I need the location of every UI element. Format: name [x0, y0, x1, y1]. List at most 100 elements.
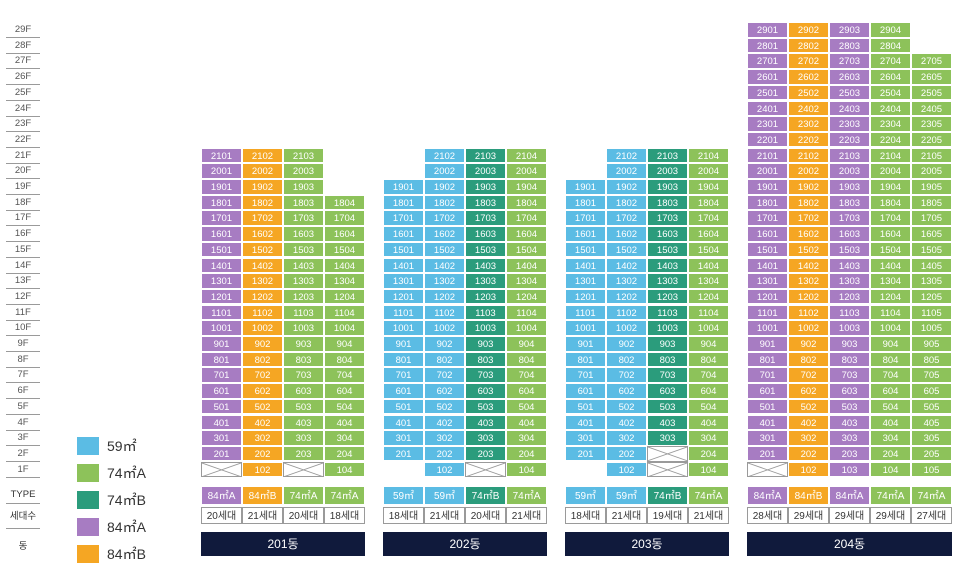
unit-cell: 403 [829, 414, 870, 431]
unit-cell: 1001 [201, 320, 242, 336]
legend-swatch [77, 491, 99, 509]
unit-cell: 1004 [688, 320, 729, 336]
unit-cell: 1603 [283, 226, 324, 242]
empty-unit-cell [747, 461, 788, 478]
unit-cell: 104 [324, 461, 365, 478]
unit-cell: 2105 [911, 147, 952, 164]
unit-cell: 204 [324, 445, 365, 462]
unit-cell: 501 [747, 398, 788, 415]
unit-cell: 901 [383, 336, 424, 352]
legend-label: 74㎡A [107, 465, 146, 481]
floor-label: 22F [6, 132, 40, 148]
unit-cell: 2103 [647, 147, 688, 164]
unit-cell: 2401 [747, 100, 788, 117]
legend-swatch [77, 464, 99, 482]
unit-cell: 1203 [647, 288, 688, 305]
unit-cell: 604 [870, 383, 911, 399]
unit-cell: 802 [788, 351, 829, 368]
unit-cell: 804 [870, 351, 911, 368]
unit-cell: 2603 [829, 69, 870, 85]
unit-type-cell: 84㎡A [201, 486, 242, 505]
unit-cell: 501 [383, 398, 424, 415]
unit-cell: 2103 [829, 147, 870, 164]
unit-cell: 1602 [242, 226, 283, 242]
unit-cell: 1602 [606, 226, 647, 242]
unit-cell: 2501 [747, 84, 788, 101]
unit-cell: 1604 [506, 226, 547, 242]
unit-type-cell: 59㎡ [383, 486, 424, 505]
unit-cell: 1404 [870, 257, 911, 274]
unit-cell: 1103 [283, 304, 324, 321]
unit-cell: 1802 [242, 194, 283, 211]
unit-cell: 2003 [829, 163, 870, 179]
unit-cell: 902 [788, 336, 829, 352]
floor-label: 14F [6, 258, 40, 274]
unit-cell: 302 [242, 430, 283, 446]
building-name: 203동 [565, 532, 729, 556]
unit-cell: 2202 [788, 131, 829, 148]
unit-cell: 1601 [383, 226, 424, 242]
unit-cell: 1504 [324, 241, 365, 258]
floor-label: 8F [6, 352, 40, 368]
unit-cell: 2004 [688, 163, 729, 179]
unit-cell: 602 [788, 383, 829, 399]
unit-count-cell: 21세대 [424, 507, 465, 524]
unit-cell: 903 [283, 336, 324, 352]
unit-cell: 1503 [283, 241, 324, 258]
unit-cell: 701 [565, 367, 606, 383]
unit-cell: 203 [465, 445, 506, 462]
unit-cell: 1801 [565, 194, 606, 211]
unit-cell: 2605 [911, 69, 952, 85]
unit-cell: 1701 [747, 210, 788, 226]
unit-cell: 1805 [911, 194, 952, 211]
legend-label: 59㎡ [107, 438, 137, 454]
unit-cell: 702 [242, 367, 283, 383]
unit-cell: 202 [242, 445, 283, 462]
unit-cell: 2003 [647, 163, 688, 179]
unit-cell: 1304 [324, 273, 365, 289]
unit-cell: 302 [424, 430, 465, 446]
floor-label: 23F [6, 116, 40, 133]
unit-cell: 303 [283, 430, 324, 446]
unit-cell: 801 [565, 351, 606, 368]
unit-cell: 2702 [788, 53, 829, 69]
floor-label: 2F [6, 446, 40, 462]
unit-cell: 1001 [747, 320, 788, 336]
unit-cell: 1503 [829, 241, 870, 258]
unit-cell: 1405 [911, 257, 952, 274]
unit-cell: 1804 [324, 194, 365, 211]
unit-cell: 401 [201, 414, 242, 431]
unit-cell: 801 [383, 351, 424, 368]
unit-type-cell: 84㎡B [242, 486, 283, 505]
unit-cell: 904 [688, 336, 729, 352]
unit-cell: 2204 [870, 131, 911, 148]
unit-cell: 303 [647, 430, 688, 446]
unit-cell: 1101 [383, 304, 424, 321]
unit-cell: 102 [242, 461, 283, 478]
unit-cell: 1404 [688, 257, 729, 274]
unit-cell: 903 [829, 336, 870, 352]
unit-cell: 402 [242, 414, 283, 431]
unit-cell: 902 [424, 336, 465, 352]
unit-cell: 2301 [747, 116, 788, 132]
unit-cell: 1804 [870, 194, 911, 211]
unit-cell: 803 [647, 351, 688, 368]
unit-cell: 403 [465, 414, 506, 431]
unit-cell: 402 [424, 414, 465, 431]
unit-cell: 1401 [565, 257, 606, 274]
unit-cell: 1201 [201, 288, 242, 305]
unit-cell: 201 [201, 445, 242, 462]
unit-cell: 1501 [565, 241, 606, 258]
unit-cell: 102 [788, 461, 829, 478]
unit-cell: 203 [829, 445, 870, 462]
unit-cell: 1801 [383, 194, 424, 211]
unit-count-cell: 20세대 [465, 507, 506, 524]
unit-count-cell: 29세대 [788, 507, 829, 524]
unit-cell: 1103 [465, 304, 506, 321]
unit-cell: 1704 [506, 210, 547, 226]
unit-cell: 1502 [788, 241, 829, 258]
unit-cell: 801 [201, 351, 242, 368]
unit-cell: 1705 [911, 210, 952, 226]
unit-cell: 605 [911, 383, 952, 399]
unit-cell: 1401 [201, 257, 242, 274]
